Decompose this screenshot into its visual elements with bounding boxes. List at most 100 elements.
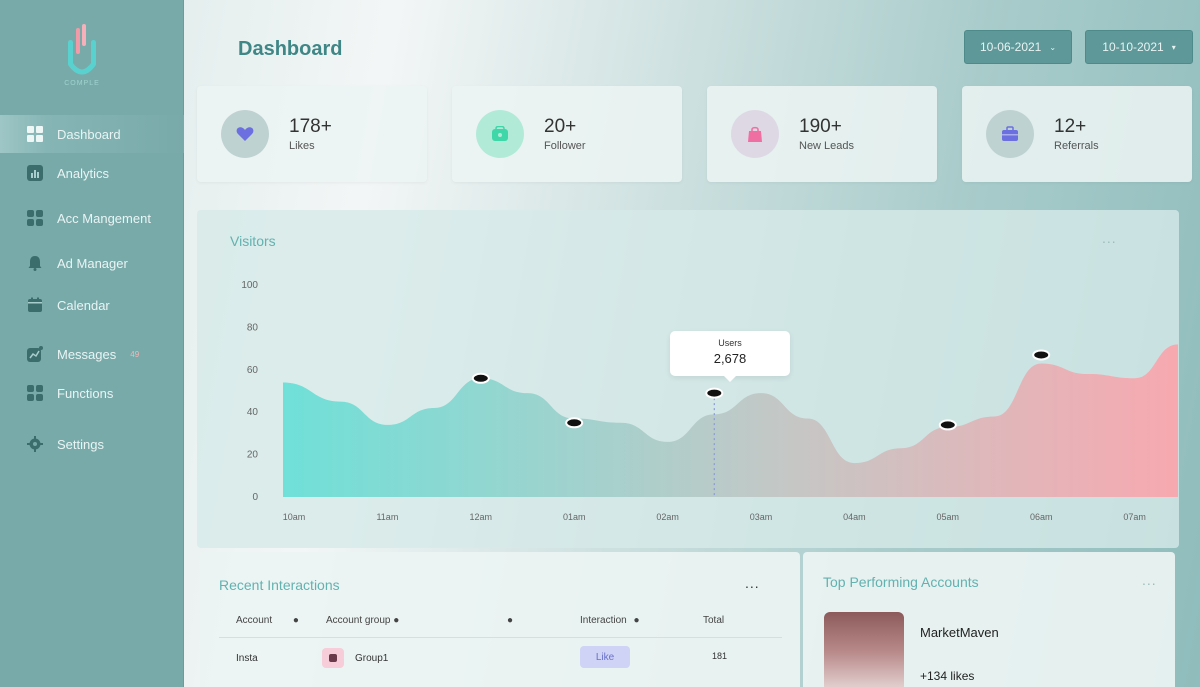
stat-icon-circle bbox=[221, 110, 269, 158]
data-point-marker[interactable] bbox=[565, 417, 584, 429]
sidebar-item-settings[interactable]: Settings bbox=[0, 425, 184, 463]
x-tick-label: 04am bbox=[843, 512, 866, 522]
messages-badge: 49 bbox=[130, 349, 140, 359]
sidebar-item-acc-management[interactable]: Acc Mangement bbox=[0, 199, 184, 237]
sidebar-item-label: Messages bbox=[57, 346, 117, 362]
logo-text: COMPLE bbox=[64, 80, 100, 87]
visitors-area bbox=[283, 344, 1178, 497]
tooltip-label: Users bbox=[718, 338, 742, 348]
interactions-more-button[interactable]: ... bbox=[745, 575, 760, 591]
account-thumbnail[interactable] bbox=[824, 612, 904, 687]
stat-icon-circle bbox=[986, 110, 1034, 158]
page-title: Dashboard bbox=[238, 38, 343, 60]
sidebar-item-label: Settings bbox=[57, 436, 104, 452]
date-from-value: 10-06-2021 bbox=[979, 40, 1042, 54]
x-tick-label: 07am bbox=[1123, 512, 1146, 522]
column-label: Account bbox=[236, 615, 273, 626]
stat-label: New Leads bbox=[799, 140, 855, 152]
filter-dot-icon: ● bbox=[507, 615, 514, 626]
column-filter-dot[interactable]: ● bbox=[507, 615, 513, 626]
stat-label: Referrals bbox=[1054, 140, 1099, 152]
sidebar-item-label: Analytics bbox=[57, 165, 110, 181]
top-accounts-more-button[interactable]: ... bbox=[1142, 572, 1157, 588]
stat-value: 190+ bbox=[799, 116, 842, 137]
x-tick-label: 10am bbox=[283, 512, 306, 522]
table-divider bbox=[219, 637, 782, 638]
calendar-icon bbox=[26, 296, 44, 314]
date-to-value: 10-10-2021 bbox=[1102, 40, 1164, 54]
x-tick-label: 03am bbox=[750, 512, 773, 522]
x-tick-label: 11am bbox=[376, 512, 398, 522]
visitors-chart: 100 80 60 40 20 0 10am 11am 12am 01am 02am 03am 04a… bbox=[241, 280, 1178, 522]
x-tick-label: 12am bbox=[470, 512, 493, 522]
stat-card-leads: 190+ New Leads bbox=[707, 86, 937, 182]
column-header-account-group[interactable]: Account group ● bbox=[326, 615, 399, 626]
date-to-select[interactable]: 10-10-2021 ▾ bbox=[1085, 30, 1193, 64]
sort-dot-icon: ● bbox=[393, 615, 400, 626]
app-logo[interactable]: COMPLE bbox=[62, 22, 102, 92]
grid-icon bbox=[26, 125, 44, 143]
stat-card-followers: 20+ Follower bbox=[452, 86, 682, 182]
stat-label: Follower bbox=[544, 140, 586, 152]
wallet-icon bbox=[492, 126, 508, 141]
chart-tooltip: Users 2,678 bbox=[670, 331, 790, 382]
x-tick-label: 02am bbox=[656, 512, 679, 522]
stat-icon-circle bbox=[731, 110, 779, 158]
data-point-marker[interactable] bbox=[1032, 349, 1051, 361]
stat-value: 178+ bbox=[289, 116, 332, 137]
chevron-down-icon: ⌄ bbox=[1049, 42, 1057, 52]
column-header-account[interactable]: Account ● bbox=[236, 615, 299, 626]
visitors-title: Visitors bbox=[230, 233, 276, 249]
sidebar-item-ad-manager[interactable]: Ad Manager bbox=[0, 244, 184, 282]
group-avatar bbox=[322, 648, 344, 668]
messages-icon bbox=[26, 345, 44, 363]
column-label: Interaction bbox=[580, 615, 627, 626]
sidebar-item-label: Acc Mangement bbox=[57, 210, 151, 226]
y-tick-label: 20 bbox=[247, 450, 259, 461]
sidebar-item-calendar[interactable]: Calendar bbox=[0, 286, 184, 324]
data-point-marker[interactable] bbox=[938, 419, 957, 431]
sidebar-item-messages[interactable]: Messages 49 bbox=[0, 335, 184, 373]
gear-icon bbox=[26, 435, 44, 453]
recent-interactions-card bbox=[200, 552, 800, 687]
column-label: Account group bbox=[326, 615, 391, 626]
sidebar-item-functions[interactable]: Functions bbox=[0, 374, 184, 412]
cell-total: 181 bbox=[712, 651, 728, 661]
heart-icon bbox=[236, 127, 254, 141]
sort-dot-icon: ● bbox=[633, 615, 640, 626]
y-tick-label: 0 bbox=[252, 492, 258, 503]
account-name[interactable]: MarketMaven bbox=[920, 625, 999, 640]
sidebar-item-dashboard[interactable]: Dashboard bbox=[0, 115, 184, 153]
stat-value: 12+ bbox=[1054, 116, 1087, 137]
x-tick-label: 01am bbox=[563, 512, 586, 522]
sidebar-item-label: Calendar bbox=[57, 297, 110, 313]
y-tick-label: 80 bbox=[247, 322, 259, 333]
logo-mark bbox=[68, 24, 96, 75]
sidebar-item-label: Ad Manager bbox=[57, 255, 128, 271]
sidebar-item-label: Dashboard bbox=[57, 126, 121, 142]
top-accounts-title: Top Performing Accounts bbox=[823, 574, 979, 590]
sidebar: COMPLE Dashboard Analytics Acc Mangement… bbox=[0, 0, 184, 687]
functions-icon bbox=[26, 384, 44, 402]
column-header-interaction[interactable]: Interaction ● bbox=[580, 615, 640, 626]
sort-dot-icon: ● bbox=[292, 615, 299, 626]
interaction-like-button[interactable]: Like bbox=[580, 646, 630, 668]
stat-card-referrals: 12+ Referrals bbox=[962, 86, 1192, 182]
x-tick-label: 06am bbox=[1030, 512, 1053, 522]
y-tick-label: 40 bbox=[247, 407, 259, 418]
date-from-select[interactable]: 10-06-2021 ⌄ bbox=[964, 30, 1072, 64]
visitors-more-button[interactable]: ... bbox=[1102, 230, 1117, 246]
y-tick-label: 60 bbox=[247, 365, 259, 376]
data-point-marker[interactable] bbox=[705, 387, 724, 399]
column-header-total[interactable]: Total bbox=[703, 615, 725, 626]
sidebar-item-analytics[interactable]: Analytics bbox=[0, 154, 184, 192]
accounts-icon bbox=[26, 209, 44, 227]
account-likes: +134 likes bbox=[920, 669, 975, 683]
y-tick-label: 100 bbox=[241, 280, 258, 291]
stat-value: 20+ bbox=[544, 116, 577, 137]
stat-label: Likes bbox=[289, 140, 315, 152]
briefcase-icon bbox=[1002, 126, 1018, 141]
data-point-marker[interactable] bbox=[471, 372, 490, 384]
recent-interactions-title: Recent Interactions bbox=[219, 577, 340, 593]
cell-group: Group1 bbox=[355, 653, 389, 664]
